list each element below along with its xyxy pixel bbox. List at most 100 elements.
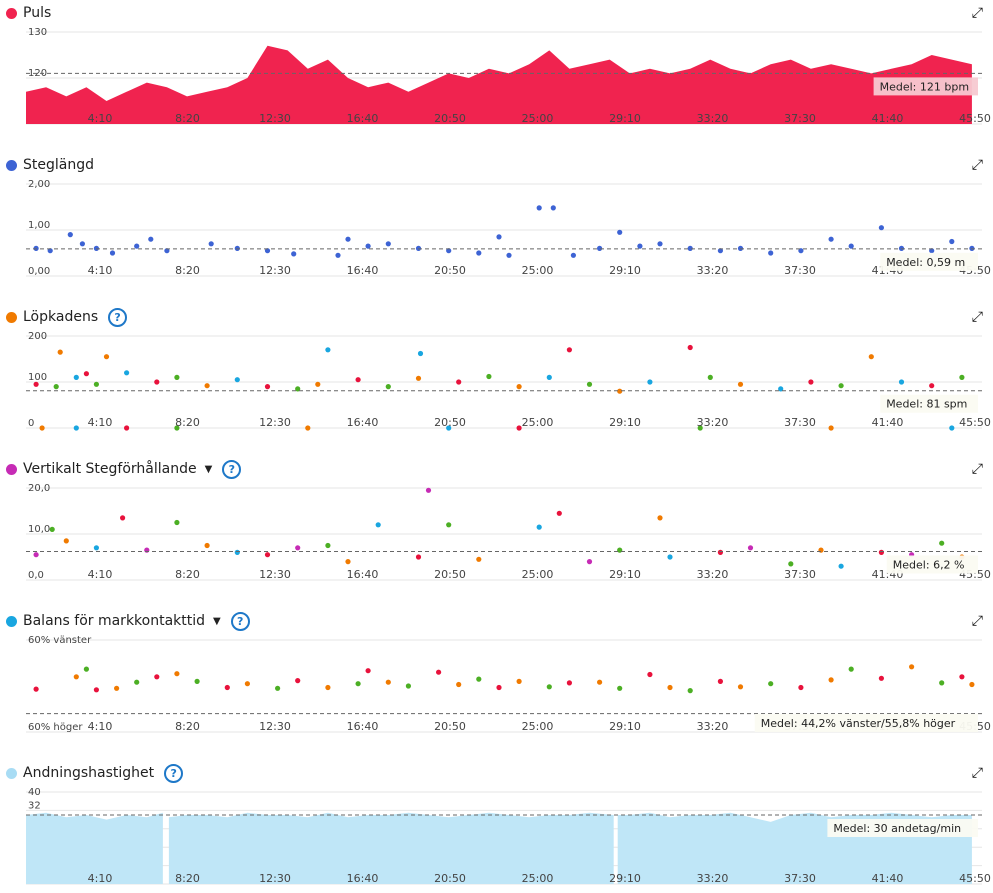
x-tick-label: 20:50	[434, 720, 466, 733]
x-tick-label: 37:30	[784, 568, 816, 581]
vertikalt-chart: 20,0 10,0 0,0 4:10 8:20 12:30 16:40 20:50 25:00 2…	[26, 483, 991, 581]
data-point	[417, 350, 424, 357]
data-point	[848, 243, 854, 249]
area-series	[168, 812, 614, 884]
y-tick-label: 40	[28, 787, 41, 798]
x-tick-label: 8:20	[175, 568, 200, 581]
data-point	[83, 666, 89, 672]
data-point	[878, 549, 885, 555]
expand-icon[interactable]: ⤢	[971, 765, 983, 781]
data-point	[305, 425, 311, 431]
area-series	[26, 45, 972, 124]
data-point	[707, 374, 713, 380]
series-color-dot	[6, 767, 17, 779]
data-point	[868, 354, 874, 360]
data-point	[134, 243, 140, 249]
panel-title-label: Steglängd	[23, 157, 94, 173]
chevron-down-icon[interactable]: ▼	[204, 463, 213, 475]
data-point	[425, 487, 432, 493]
data-point	[717, 549, 724, 555]
data-point	[536, 205, 542, 211]
expand-icon[interactable]: ⤢	[971, 309, 983, 325]
data-point	[929, 248, 935, 254]
data-point	[103, 354, 110, 360]
x-tick-label: 45:50	[959, 416, 991, 429]
y-tick-label: 60% vänster	[28, 635, 92, 646]
data-point	[39, 425, 45, 431]
data-point	[335, 252, 341, 258]
data-point	[174, 374, 180, 380]
average-label-box	[880, 394, 978, 413]
data-point	[768, 681, 774, 687]
data-point	[264, 248, 271, 254]
average-label-box	[886, 555, 978, 574]
expand-icon[interactable]: ⤢	[971, 157, 983, 173]
data-point	[446, 522, 452, 528]
data-point	[67, 232, 73, 238]
data-point	[476, 250, 482, 256]
x-tick-label: 37:30	[784, 264, 816, 277]
data-point	[637, 243, 643, 249]
data-point	[224, 684, 230, 691]
data-point	[208, 241, 214, 247]
data-point	[516, 384, 522, 390]
x-tick-label: 4:10	[88, 416, 113, 429]
data-point	[959, 374, 965, 380]
data-point	[566, 680, 573, 686]
data-point	[109, 250, 116, 256]
data-point	[647, 671, 653, 678]
data-point	[657, 241, 663, 247]
help-icon[interactable]: ?	[222, 459, 242, 479]
data-point	[93, 545, 99, 551]
data-point	[969, 681, 975, 688]
y-tick-label: 10,0	[28, 524, 50, 535]
average-label: Medel: 81 spm	[886, 398, 967, 411]
x-tick-label: 16:40	[347, 872, 379, 885]
data-point	[647, 379, 653, 385]
data-point	[909, 664, 915, 670]
help-icon[interactable]: ?	[108, 307, 128, 327]
panel-puls: Puls ⤢ 1301201104:108:2012:3016:4020:502…	[0, 2, 993, 130]
data-point	[355, 681, 361, 687]
x-tick-label: 45:50	[959, 112, 991, 125]
y-tick-label: 100	[28, 372, 47, 383]
x-tick-label: 25:00	[522, 568, 554, 581]
average-label-box	[827, 819, 978, 837]
x-tick-label: 8:20	[175, 872, 200, 885]
expand-icon[interactable]: ⤢	[971, 461, 983, 477]
data-point	[264, 552, 271, 558]
x-tick-label: 25:00	[522, 872, 554, 885]
data-point	[586, 559, 593, 565]
expand-icon[interactable]: ⤢	[971, 613, 983, 629]
series-color-dot	[6, 615, 17, 627]
data-point	[798, 248, 804, 254]
data-point	[828, 425, 834, 431]
help-icon[interactable]: ?	[230, 611, 250, 631]
data-point	[798, 684, 804, 691]
data-point	[506, 252, 512, 258]
data-point	[194, 678, 200, 684]
x-tick-label: 16:40	[347, 720, 379, 733]
steglangd-chart: 2,00 1,00 0,00 4:10 8:20 12:30 16:40 20:50 25:00…	[26, 179, 991, 277]
chevron-down-icon[interactable]: ▼	[213, 615, 221, 627]
help-icon[interactable]: ?	[164, 763, 184, 783]
data-point	[959, 674, 965, 680]
x-tick-label: 8:20	[175, 720, 200, 733]
data-point	[204, 383, 210, 389]
data-point	[617, 685, 623, 691]
data-point	[174, 671, 180, 677]
data-point	[456, 379, 462, 385]
data-point	[295, 678, 301, 684]
expand-icon[interactable]: ⤢	[971, 5, 983, 21]
y-tick-label: 2,00	[28, 179, 50, 190]
data-point	[717, 248, 724, 254]
data-point	[325, 347, 331, 353]
x-tick-label: 29:10	[609, 568, 641, 581]
y-tick-label: 0	[28, 418, 34, 429]
data-point	[697, 425, 703, 431]
panel-title: Balans för markkontakttid ▼ ?	[6, 610, 250, 632]
x-tick-label: 8:20	[175, 112, 200, 125]
data-point	[174, 425, 180, 431]
x-tick-label: 20:50	[434, 568, 466, 581]
x-tick-label: 33:20	[697, 264, 729, 277]
